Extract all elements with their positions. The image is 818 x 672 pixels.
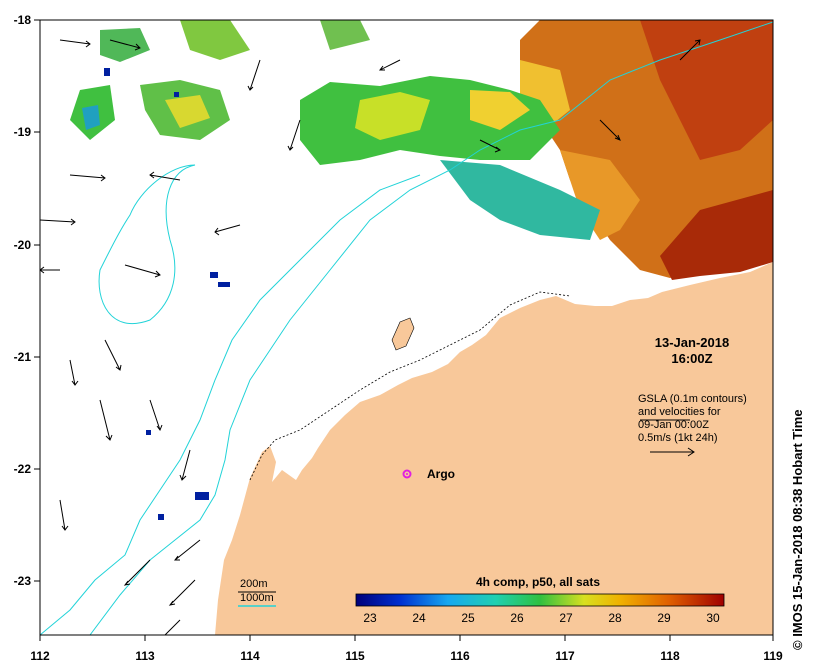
contour-1000m-outer — [40, 174, 421, 635]
colorbar — [355, 593, 725, 607]
barrow-island — [391, 317, 415, 351]
colorbar-tick: 30 — [706, 611, 720, 625]
gsla-line-3: 09-Jan 00:00Z — [638, 419, 709, 431]
lon-ticks — [39, 635, 774, 641]
velocity-arrows — [40, 39, 701, 635]
lon-label: 117 — [555, 649, 575, 663]
lon-label: 114 — [240, 649, 260, 663]
land-mass — [215, 262, 773, 635]
gsla-line-2: and velocities for — [638, 406, 721, 418]
imos-credit: © IMOS 15-Jan-2018 08:38 Hobart Time — [790, 409, 805, 650]
lat-label: -18 — [14, 13, 32, 27]
lat-label: -19 — [14, 125, 32, 139]
lon-label: 119 — [763, 649, 783, 663]
colorbar-tick: 24 — [412, 611, 426, 625]
colorbar-tick: 26 — [510, 611, 524, 625]
lon-label: 113 — [135, 649, 155, 663]
gsla-scale-arrow — [650, 447, 695, 457]
argo-label: Argo — [427, 467, 455, 481]
lat-label: -20 — [14, 238, 32, 252]
lon-label: 116 — [450, 649, 470, 663]
argo-marker[interactable] — [402, 469, 412, 479]
lon-label: 118 — [660, 649, 680, 663]
sst-cool-patches — [104, 68, 230, 520]
colorbar-tick: 28 — [608, 611, 622, 625]
legend-200m-label: 200m — [240, 578, 268, 590]
lon-label: 115 — [345, 649, 365, 663]
lon-label: 112 — [30, 649, 50, 663]
contour-1000m-loop — [98, 164, 196, 325]
colorbar-title: 4h comp, p50, all sats — [476, 575, 600, 589]
lat-label: -23 — [14, 574, 32, 588]
colorbar-tick: 29 — [657, 611, 671, 625]
sst-mid-region — [70, 20, 600, 240]
gsla-line-4: 0.5m/s (1kt 24h) — [638, 432, 717, 444]
contour-200m — [249, 291, 571, 481]
legend-1000m-label: 1000m — [240, 592, 274, 604]
lat-label: -21 — [14, 350, 32, 364]
lat-label: -22 — [14, 462, 32, 476]
plot-frame — [39, 19, 774, 636]
gsla-line-1: GSLA (0.1m contours) — [638, 393, 747, 405]
contour-1000m — [89, 21, 773, 635]
colorbar-tick: 23 — [363, 611, 377, 625]
map-time: 16:00Z — [671, 351, 712, 366]
colorbar-tick: 27 — [559, 611, 573, 625]
lat-ticks — [34, 19, 40, 582]
colorbar-tick: 25 — [461, 611, 475, 625]
map-date: 13-Jan-2018 — [655, 335, 729, 350]
